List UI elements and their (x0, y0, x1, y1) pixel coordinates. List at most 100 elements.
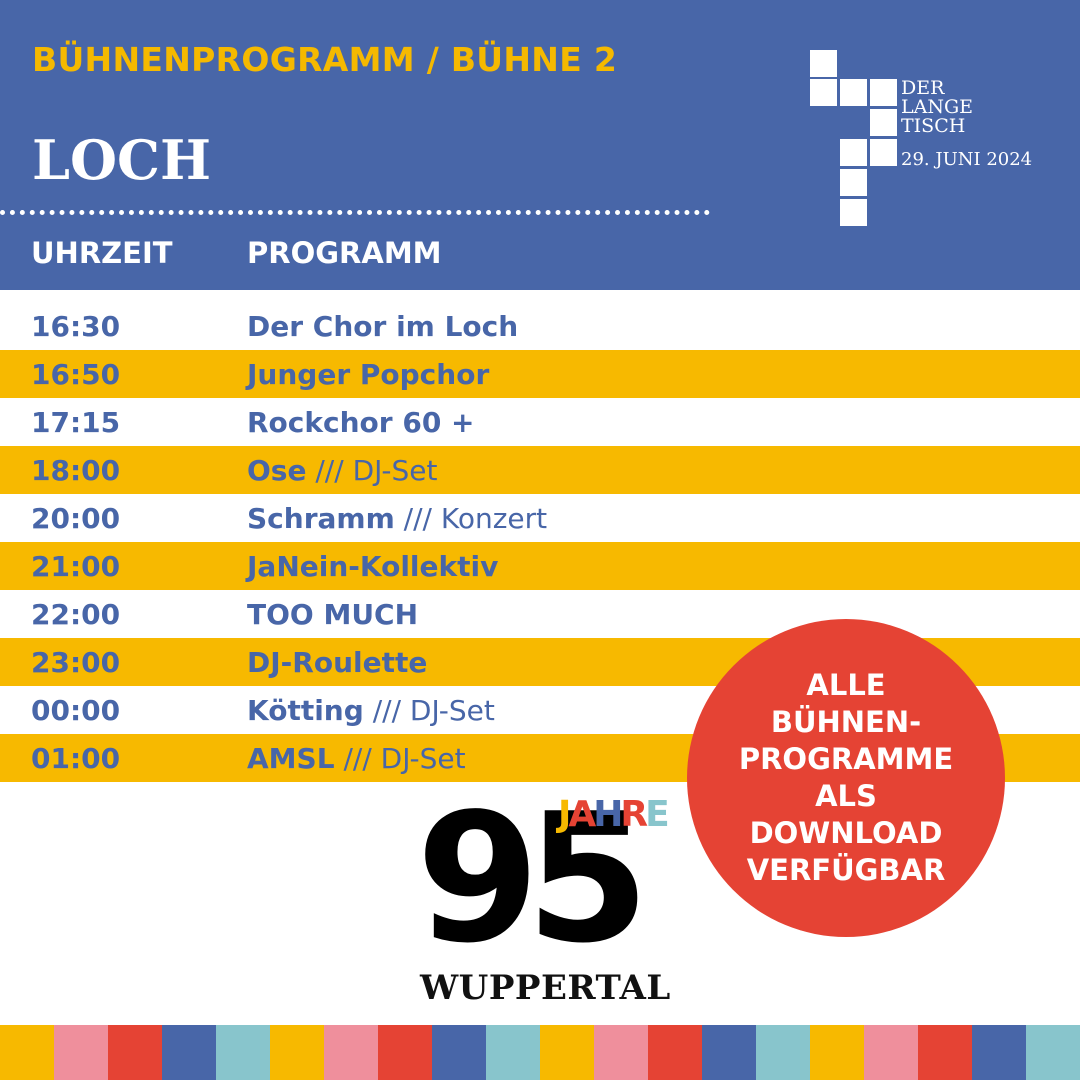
schedule-row: 22:00 TOO MUCH (0, 590, 1080, 638)
badge-line: ALLE (806, 668, 886, 702)
row-time: 16:30 (31, 310, 121, 343)
badge-line: VERFÜGBAR (746, 853, 946, 887)
jahre-letter: A (568, 794, 596, 835)
stripe-segment (54, 1025, 108, 1080)
event-date: 29. JUNI 2024 (901, 149, 1033, 170)
stripe-segment (864, 1025, 918, 1080)
act-detail: /// DJ-Set (306, 454, 438, 487)
logo-square (840, 169, 867, 196)
schedule-row: 16:50 Junger Popchor (0, 350, 1080, 398)
row-program: JaNein-Kollektiv (247, 550, 498, 583)
row-time: 16:50 (31, 358, 121, 391)
logo-square (810, 50, 837, 77)
act-name: Ose (247, 454, 307, 487)
row-program: AMSL /// DJ-Set (247, 742, 466, 775)
row-time: 22:00 (31, 598, 121, 631)
row-program: Schramm /// Konzert (247, 502, 547, 535)
logo-line-tisch: TISCH (901, 115, 966, 137)
logo-square (810, 79, 837, 106)
logo-square (840, 199, 867, 226)
logo-square (870, 109, 897, 136)
act-name: Junger Popchor (247, 358, 490, 391)
jahre-letter: H (593, 794, 623, 835)
95-jahre-wuppertal-logo: 95 JAHRE WUPPERTAL (408, 790, 678, 1010)
anniversary-number: 95 (416, 775, 650, 982)
stripe-segment (810, 1025, 864, 1080)
stripe-segment (270, 1025, 324, 1080)
dotted-divider (0, 210, 710, 215)
act-detail: /// Konzert (394, 502, 548, 535)
row-program: TOO MUCH (247, 598, 418, 631)
badge-line: PROGRAMME (738, 742, 954, 776)
row-program: Ose /// DJ-Set (247, 454, 437, 487)
stage-title: LOCH (32, 128, 212, 192)
logo-square (870, 79, 897, 106)
act-name: AMSL (247, 742, 335, 775)
logo-wordmark: DER LANGE TISCH (901, 79, 973, 136)
schedule-row: 17:15 Rockchor 60 + (0, 398, 1080, 446)
stripe-segment (216, 1025, 270, 1080)
stripe-segment (162, 1025, 216, 1080)
stripe-segment (972, 1025, 1026, 1080)
row-program: Der Chor im Loch (247, 310, 518, 343)
row-program: Kötting /// DJ-Set (247, 694, 495, 727)
stripe-segment (756, 1025, 810, 1080)
logo-square (870, 139, 897, 166)
badge-text: ALLE BÜHNEN- PROGRAMME ALS DOWNLOAD VERF… (739, 667, 953, 889)
stripe-segment (918, 1025, 972, 1080)
row-program: DJ-Roulette (247, 646, 427, 679)
row-time: 20:00 (31, 502, 121, 535)
stripe-segment (0, 1025, 54, 1080)
act-name: TOO MUCH (247, 598, 419, 631)
schedule-row: 18:00 Ose /// DJ-Set (0, 446, 1080, 494)
act-name: JaNein-Kollektiv (247, 550, 499, 583)
schedule-row: 21:00 JaNein-Kollektiv (0, 542, 1080, 590)
act-detail: /// DJ-Set (334, 742, 466, 775)
act-name: DJ-Roulette (247, 646, 428, 679)
row-time: 00:00 (31, 694, 121, 727)
row-program: Junger Popchor (247, 358, 489, 391)
column-header-time: UHRZEIT (31, 236, 173, 270)
act-name: Der Chor im Loch (247, 310, 519, 343)
stripe-segment (324, 1025, 378, 1080)
jahre-letter: E (645, 794, 670, 835)
download-badge[interactable]: ALLE BÜHNEN- PROGRAMME ALS DOWNLOAD VERF… (687, 619, 1005, 937)
stripe-segment (1026, 1025, 1080, 1080)
schedule-row: 00:00 Kötting /// DJ-Set (0, 686, 1080, 734)
act-detail: /// DJ-Set (363, 694, 495, 727)
column-header-program: PROGRAMM (247, 236, 442, 270)
logo-square (840, 79, 867, 106)
jahre-letter: R (620, 794, 648, 835)
stripe-segment (702, 1025, 756, 1080)
row-time: 01:00 (31, 742, 121, 775)
der-lange-tisch-logo: DER LANGE TISCH 29. JUNI 2024 (808, 48, 1048, 232)
logo-square (840, 139, 867, 166)
jahre-letter: J (558, 794, 572, 835)
logo-line-lange: LANGE (901, 96, 974, 118)
header-banner: BÜHNENPROGRAMM / BÜHNE 2 LOCH UHRZEIT PR… (0, 0, 1080, 290)
jahre-lettering: JAHRE (558, 794, 670, 835)
stripe-segment (486, 1025, 540, 1080)
row-time: 23:00 (31, 646, 121, 679)
stripe-segment (378, 1025, 432, 1080)
row-time: 21:00 (31, 550, 121, 583)
act-name: Schramm (247, 502, 395, 535)
act-name: Kötting (247, 694, 364, 727)
stripe-segment (648, 1025, 702, 1080)
badge-line: BÜHNEN- (770, 705, 922, 739)
logo-line-der: DER (901, 77, 945, 99)
row-time: 18:00 (31, 454, 121, 487)
row-program: Rockchor 60 + (247, 406, 475, 439)
schedule-row: 16:30 Der Chor im Loch (0, 302, 1080, 350)
badge-line: DOWNLOAD (749, 816, 943, 850)
city-name: WUPPERTAL (420, 968, 671, 1008)
stage-subtitle: BÜHNENPROGRAMM / BÜHNE 2 (32, 40, 618, 79)
stripe-segment (432, 1025, 486, 1080)
row-time: 17:15 (31, 406, 121, 439)
act-name: Rockchor 60 + (247, 406, 475, 439)
stripe-segment (594, 1025, 648, 1080)
schedule-row: 20:00 Schramm /// Konzert (0, 494, 1080, 542)
stripe-segment (540, 1025, 594, 1080)
badge-line: ALS (815, 779, 877, 813)
stripe-segment (108, 1025, 162, 1080)
